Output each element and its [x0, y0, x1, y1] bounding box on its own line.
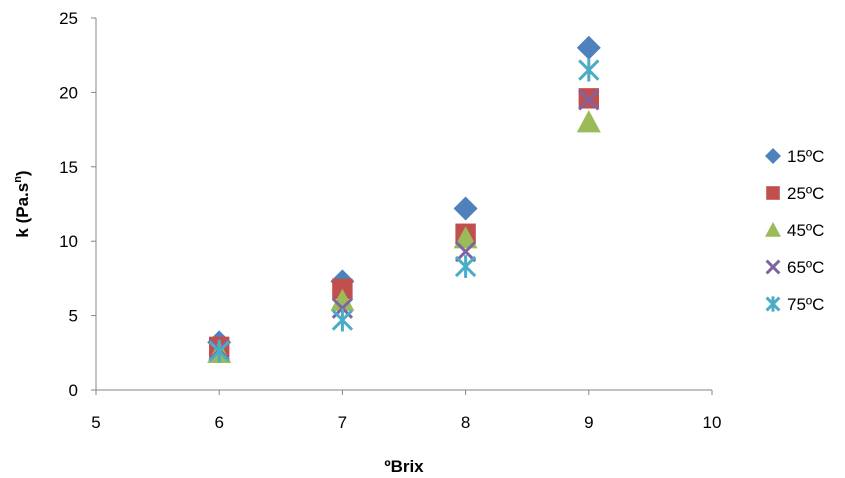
legend-label: 65ºC [787, 258, 824, 277]
y-tick-label: 10 [59, 232, 78, 251]
legend-label: 45ºC [787, 221, 824, 240]
series-65ºC [208, 89, 600, 361]
data-point [453, 196, 478, 221]
legend: 15ºC 25ºC 45ºC 65ºC 75ºC [765, 147, 824, 314]
legend-marker [765, 296, 781, 312]
legend-marker [766, 186, 780, 200]
x-tick-label: 10 [703, 413, 722, 432]
legend-label: 15ºC [787, 147, 824, 166]
data-point [576, 110, 601, 133]
axes [95, 18, 712, 391]
data-point [454, 255, 477, 278]
legend-label: 75ºC [787, 295, 824, 314]
legend-label: 25ºC [787, 184, 824, 203]
y-axis-title-main: k (Pa.s [13, 183, 32, 238]
y-axis-title: k (Pa.sn) [12, 170, 32, 237]
legend-marker [765, 259, 781, 275]
legend-item: 15ºC [765, 147, 824, 166]
data-point [578, 58, 600, 82]
y-tick-label: 20 [59, 83, 78, 102]
legend-marker [765, 148, 781, 164]
legend-item: 65ºC [765, 258, 824, 277]
y-tick-label: 25 [59, 9, 78, 28]
data-point [578, 89, 600, 111]
y-axis-title-close: ) [13, 170, 32, 176]
legend-marker [765, 222, 781, 237]
x-axis-title: ºBrix [384, 457, 424, 476]
data-point [453, 226, 478, 249]
x-tick-label: 5 [91, 413, 100, 432]
legend-item: 75ºC [765, 295, 824, 314]
series-45ºC [207, 110, 601, 363]
series-25ºC [209, 88, 599, 358]
data-point [208, 339, 230, 363]
data-point [330, 288, 355, 311]
legend-item: 25ºC [766, 184, 824, 203]
data-points [207, 35, 601, 363]
y-tick-label: 5 [69, 307, 78, 326]
y-axis-title-superscript: n [12, 176, 24, 183]
series-15ºC [207, 35, 601, 355]
data-point [331, 308, 354, 332]
y-tick-label: 0 [69, 381, 78, 400]
series-75ºC [208, 58, 600, 363]
x-tick-label: 6 [214, 413, 223, 432]
y-tick-label: 15 [59, 158, 78, 177]
x-tick-label: 7 [338, 413, 347, 432]
legend-item: 45ºC [765, 221, 824, 240]
x-tick-label: 8 [461, 413, 470, 432]
x-tick-label: 9 [584, 413, 593, 432]
data-point [576, 35, 601, 60]
